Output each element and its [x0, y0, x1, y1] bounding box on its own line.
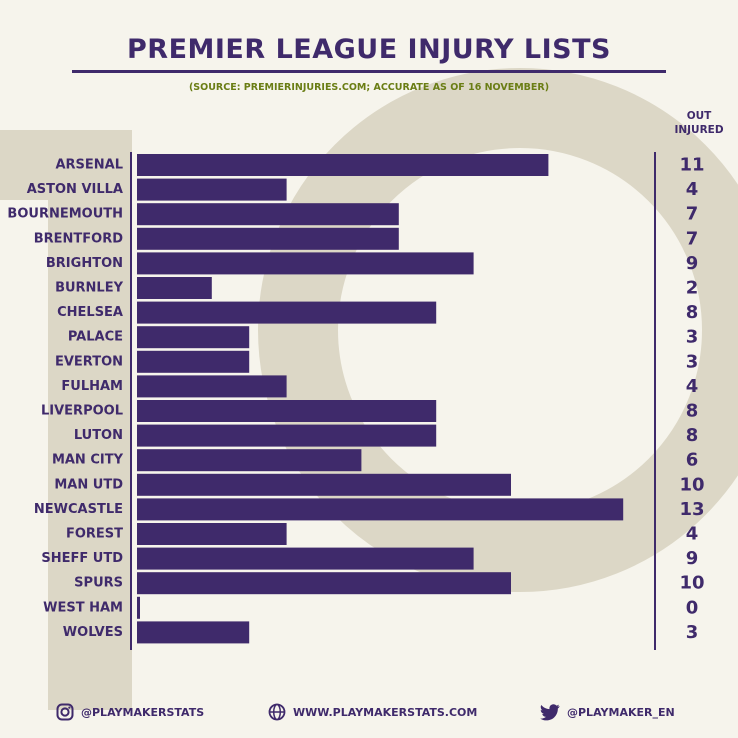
out-injured-column-header: OUT INJURED — [664, 109, 734, 137]
value-label: 6 — [686, 450, 699, 471]
category-label: MAN UTD — [54, 477, 123, 492]
value-label: 4 — [686, 179, 699, 200]
category-label: PALACE — [68, 330, 123, 345]
background-zero-digit-ring — [258, 68, 738, 592]
footer-website[interactable]: WWW.PLAYMAKERSTATS.COM — [268, 701, 477, 723]
column-header-line1: OUT — [686, 110, 712, 122]
bar — [137, 596, 140, 619]
chart-subtitle: (SOURCE: PREMIERINJURIES.COM; ACCURATE A… — [188, 82, 550, 93]
category-label: ASTON VILLA — [27, 182, 123, 197]
bar — [137, 252, 474, 275]
bar — [137, 375, 287, 398]
bar — [137, 621, 250, 644]
globe-icon — [268, 703, 286, 721]
bar — [137, 473, 511, 496]
category-label: NEWCASTLE — [34, 502, 123, 517]
twitter-handle[interactable]: @PLAYMAKER_EN — [567, 705, 675, 719]
column-header-line2: INJURED — [674, 124, 724, 136]
bar — [137, 277, 212, 299]
bar — [137, 178, 287, 201]
background-one-digit-base — [0, 130, 132, 200]
bar — [137, 227, 399, 250]
bar — [137, 498, 624, 521]
category-label: FOREST — [66, 527, 123, 542]
value-label: 3 — [686, 351, 699, 372]
value-label: 3 — [686, 327, 699, 348]
category-label: BRENTFORD — [34, 231, 123, 246]
category-label: MAN CITY — [52, 453, 124, 468]
value-label: 2 — [686, 278, 699, 299]
bar — [137, 203, 399, 226]
twitter-bird-icon — [540, 703, 560, 720]
category-label: FULHAM — [61, 379, 123, 394]
value-label: 11 — [679, 155, 704, 176]
bar — [137, 547, 474, 570]
value-label: 10 — [679, 573, 704, 594]
bar — [137, 572, 511, 595]
chart-marks: ARSENAL 11 ASTON VILLA 4 BOURNEMOUTH 7 BRENTFO… — [7, 154, 705, 644]
value-label: 7 — [686, 228, 699, 249]
value-label: 13 — [679, 499, 704, 520]
category-label: LIVERPOOL — [41, 404, 123, 419]
category-label: WEST HAM — [43, 600, 123, 615]
footer-twitter[interactable]: @PLAYMAKER_EN — [540, 701, 675, 723]
bar — [137, 350, 250, 373]
category-label: BRIGHTON — [46, 256, 123, 271]
bar — [137, 301, 437, 324]
category-label: CHELSEA — [57, 305, 123, 320]
category-label: WOLVES — [63, 625, 123, 640]
value-label: 8 — [686, 401, 699, 422]
category-label: SHEFF UTD — [41, 551, 123, 566]
bar — [137, 400, 437, 422]
category-label: BOURNEMOUTH — [7, 207, 123, 222]
category-label: BURNLEY — [55, 281, 124, 296]
instagram-icon — [56, 703, 74, 721]
footer-instagram[interactable]: @PLAYMAKERSTATS — [56, 701, 204, 723]
value-label: 4 — [686, 376, 699, 397]
value-label: 0 — [686, 597, 699, 618]
instagram-handle[interactable]: @PLAYMAKERSTATS — [81, 705, 205, 719]
value-label: 4 — [686, 524, 699, 545]
chart-title: PREMIER LEAGUE INJURY LISTS — [127, 34, 611, 65]
value-label: 10 — [679, 474, 704, 495]
value-label: 9 — [686, 548, 699, 569]
bar — [137, 449, 362, 472]
bar — [137, 154, 549, 176]
value-label: 8 — [686, 302, 699, 323]
value-label: 9 — [686, 253, 699, 274]
category-label: SPURS — [74, 576, 123, 591]
value-label: 8 — [686, 425, 699, 446]
value-label: 3 — [686, 622, 699, 643]
background-one-digit-stem — [48, 130, 132, 710]
category-label: EVERTON — [55, 354, 123, 369]
website-link[interactable]: WWW.PLAYMAKERSTATS.COM — [293, 705, 478, 719]
bar — [137, 424, 437, 447]
title-underline — [72, 70, 666, 73]
bar — [137, 326, 250, 349]
value-label: 7 — [686, 204, 699, 225]
category-label: ARSENAL — [55, 158, 123, 173]
category-label: LUTON — [74, 428, 123, 443]
bar — [137, 523, 287, 545]
